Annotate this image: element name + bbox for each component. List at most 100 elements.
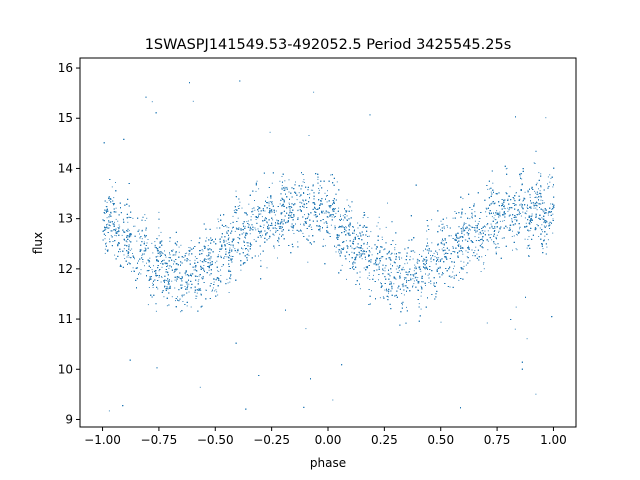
scatter-point: [174, 261, 176, 263]
scatter-point: [416, 260, 418, 262]
scatter-point: [544, 221, 546, 222]
scatter-point: [251, 244, 253, 246]
scatter-point: [463, 222, 465, 224]
scatter-point: [369, 260, 371, 262]
scatter-point: [284, 189, 286, 191]
scatter-point: [104, 248, 106, 250]
scatter-point: [390, 281, 392, 283]
scatter-point: [462, 198, 464, 200]
scatter-point: [534, 190, 536, 192]
scatter-point: [552, 218, 554, 220]
scatter-point: [104, 238, 106, 240]
scatter-point: [348, 204, 350, 206]
scatter-point: [144, 247, 146, 249]
scatter-point: [453, 265, 455, 267]
scatter-point: [217, 270, 219, 272]
scatter-point: [254, 227, 256, 229]
scatter-point: [494, 219, 496, 221]
scatter-point: [247, 253, 249, 255]
scatter-point: [358, 254, 360, 256]
scatter-point: [139, 272, 140, 274]
scatter-point: [279, 233, 281, 235]
scatter-point: [203, 269, 204, 271]
scatter-point: [276, 228, 278, 230]
scatter-point: [219, 239, 221, 241]
scatter-point: [118, 224, 120, 226]
scatter-point: [474, 220, 476, 222]
scatter-point: [338, 207, 340, 209]
scatter-point: [402, 266, 404, 268]
scatter-point: [183, 294, 185, 296]
scatter-point: [146, 217, 148, 219]
scatter-point: [509, 230, 511, 231]
scatter-point: [317, 178, 319, 180]
scatter-point: [313, 214, 315, 216]
scatter-point: [447, 226, 448, 228]
scatter-point: [307, 213, 309, 214]
scatter-point: [451, 276, 453, 278]
scatter-point: [318, 192, 320, 194]
scatter-point: [516, 233, 518, 235]
scatter-point: [505, 192, 507, 194]
scatter-point: [442, 273, 444, 275]
scatter-point: [173, 271, 175, 273]
scatter-point: [536, 209, 538, 211]
scatter-point: [488, 212, 490, 214]
scatter-point: [142, 261, 144, 263]
scatter-point: [338, 251, 340, 253]
scatter-point: [204, 261, 206, 263]
scatter-point: [545, 212, 547, 214]
scatter-point: [348, 224, 350, 226]
scatter-point: [504, 208, 506, 210]
scatter-point: [273, 234, 275, 236]
scatter-point: [332, 214, 333, 216]
scatter-point: [357, 222, 359, 224]
scatter-point: [141, 238, 143, 240]
scatter-point: [485, 255, 486, 256]
scatter-point: [230, 278, 232, 280]
scatter-point: [315, 208, 316, 210]
scatter-point: [483, 268, 485, 270]
scatter-point: [175, 254, 177, 256]
scatter-point: [246, 233, 248, 235]
scatter-point: [303, 182, 305, 183]
scatter-point: [548, 222, 550, 224]
scatter-point: [288, 179, 290, 181]
scatter-point: [463, 261, 465, 263]
scatter-point: [111, 230, 113, 232]
scatter-point: [440, 229, 441, 231]
scatter-point: [158, 246, 160, 248]
scatter-point: [482, 230, 484, 232]
scatter-point: [380, 282, 381, 284]
scatter-point: [506, 227, 508, 229]
scatter-point: [161, 276, 162, 278]
scatter-point: [128, 256, 130, 258]
scatter-point: [390, 272, 392, 273]
scatter-point: [528, 256, 530, 257]
scatter-point: [433, 284, 435, 286]
scatter-point: [288, 202, 290, 204]
scatter-point: [347, 246, 349, 248]
scatter-point: [313, 91, 315, 93]
scatter-point: [542, 200, 544, 202]
scatter-point: [342, 215, 344, 217]
scatter-point: [299, 209, 301, 211]
scatter-point: [363, 267, 365, 269]
scatter-point: [449, 275, 451, 277]
scatter-point: [139, 233, 140, 235]
scatter-point: [258, 188, 260, 190]
scatter-point: [396, 265, 398, 267]
scatter-point: [266, 222, 268, 224]
scatter-point: [485, 207, 487, 209]
scatter-point: [236, 251, 238, 253]
scatter-point: [355, 259, 357, 261]
scatter-point: [527, 238, 529, 240]
scatter-point: [149, 257, 151, 259]
scatter-point: [547, 183, 548, 185]
scatter-point: [364, 253, 366, 255]
scatter-point: [181, 287, 183, 289]
scatter-point: [181, 296, 183, 298]
scatter-point: [232, 215, 234, 217]
scatter-point: [371, 254, 373, 256]
scatter-point: [195, 295, 197, 297]
